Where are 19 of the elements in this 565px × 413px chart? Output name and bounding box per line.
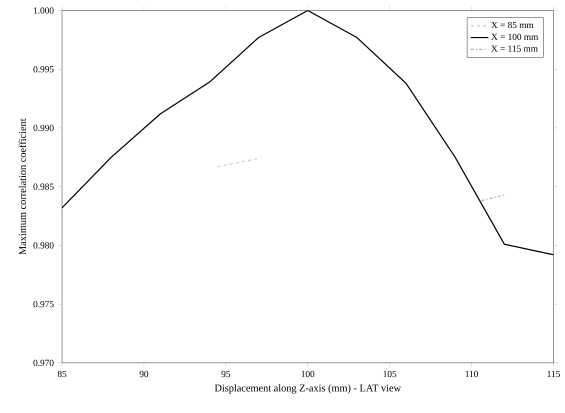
legend-label: X = 100 mm: [491, 34, 538, 40]
y-tick-label: 1.000: [34, 8, 54, 14]
y-tick-label: 0.980: [33, 242, 54, 249]
x-tick-label: 90: [140, 371, 148, 378]
x-tick-label: 100: [302, 371, 314, 378]
x-tick-label: 115: [547, 371, 560, 378]
y-tick-label: 0.985: [33, 184, 54, 190]
y-tick-label: 0.975: [33, 301, 54, 308]
x-tick-label: 110: [466, 371, 478, 378]
y-tick-label: 0.990: [33, 125, 54, 132]
x-tick-label: 85: [58, 371, 66, 378]
x-tick-label: 105: [384, 371, 396, 378]
y-tick-label: 0.995: [33, 66, 54, 73]
y-tick-label: 0.970: [33, 360, 54, 366]
legend-label: X = 115 mm: [491, 46, 538, 52]
legend-label: X = 85 mm: [491, 22, 534, 28]
y-axis-title: Maximum correlation coefficient: [18, 118, 26, 255]
x-tick-label: 95: [221, 371, 230, 378]
x-axis-title: Displacement along Z-axis (mm) - LAT view: [214, 384, 401, 394]
